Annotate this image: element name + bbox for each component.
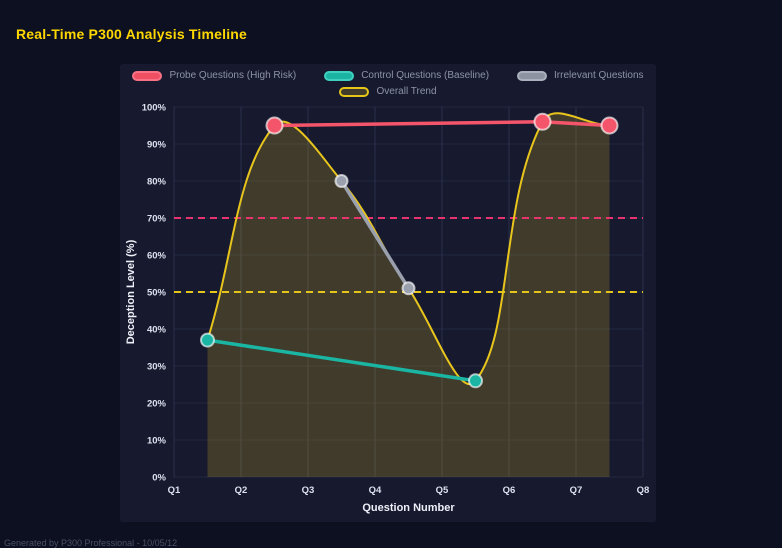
y-tick-label: 30% — [147, 362, 167, 373]
legend-label: Control Questions (Baseline) — [361, 70, 490, 81]
y-tick-label: 10% — [147, 436, 167, 447]
series-line — [205, 338, 478, 383]
footer-text: Generated by P300 Professional - 10/05/1… — [4, 538, 178, 548]
legend-item[interactable]: Control Questions (Baseline) — [324, 70, 489, 81]
data-point — [265, 116, 284, 135]
y-tick-label: 0% — [152, 473, 166, 484]
y-tick-label: 50% — [147, 288, 167, 299]
y-tick-label: 100% — [142, 103, 167, 114]
data-point — [533, 112, 552, 131]
y-tick-label: 40% — [147, 325, 167, 336]
legend-item[interactable]: Irrelevant Questions — [517, 70, 644, 81]
y-axis-title: Deception Level (%) — [125, 239, 137, 344]
legend-label: Probe Questions (High Risk) — [169, 70, 297, 81]
x-axis-title: Question Number — [362, 502, 455, 514]
legend-swatch — [517, 70, 548, 81]
data-point — [200, 332, 215, 348]
legend-item[interactable]: Probe Questions (High Risk) — [132, 70, 296, 81]
legend-item[interactable]: Overall Trend — [339, 86, 437, 97]
data-point — [468, 373, 483, 389]
x-tick-label: Q1 — [168, 485, 181, 496]
series-line — [339, 179, 411, 291]
x-tick-label: Q3 — [302, 485, 315, 496]
chart-legend: Probe Questions (High Risk) Control Quest… — [120, 70, 656, 97]
y-tick-label: 80% — [147, 177, 167, 188]
y-tick-label: 60% — [147, 251, 167, 262]
y-tick-label: 70% — [147, 214, 167, 225]
legend-swatch — [324, 70, 355, 81]
x-tick-label: Q8 — [637, 485, 650, 496]
chart-plot: 0% 10% 20% 30% 40% 50% 60% 70% 80% 90% 100% Q1 Q2 Q3 Q… — [125, 103, 650, 515]
x-tick-label: Q7 — [570, 485, 583, 496]
x-tick-label: Q5 — [436, 485, 449, 496]
legend-label: Overall Trend — [376, 86, 437, 97]
legend-label: Irrelevant Questions — [554, 70, 644, 81]
y-tick-label: 90% — [147, 140, 167, 151]
page-title: Real-Time P300 Analysis Timeline — [16, 26, 248, 42]
x-tick-label: Q6 — [503, 485, 516, 496]
data-point — [334, 174, 349, 188]
x-tick-label: Q2 — [235, 485, 248, 496]
legend-swatch — [339, 86, 370, 97]
chart-panel: Probe Questions (High Risk) Control Quest… — [120, 64, 656, 522]
legend-swatch — [132, 70, 163, 81]
x-tick-label: Q4 — [369, 485, 382, 496]
data-point — [401, 281, 416, 296]
data-point — [600, 116, 619, 135]
y-tick-label: 20% — [147, 399, 167, 410]
